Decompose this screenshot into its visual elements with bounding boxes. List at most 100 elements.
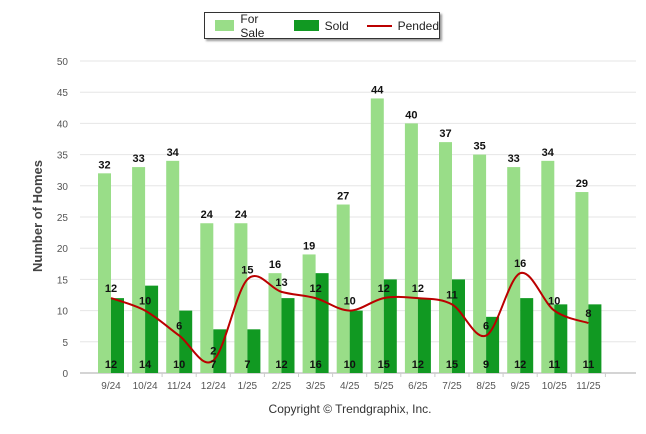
bar-sold	[247, 329, 261, 373]
legend-label-pended: Pended	[397, 18, 439, 33]
bar-sold	[111, 298, 124, 373]
bar-for-sale	[132, 167, 146, 373]
data-label-sold: 12	[514, 359, 526, 371]
y-tick-label: 30	[57, 182, 69, 193]
sold-swatch-icon	[293, 20, 319, 31]
bar-sold	[486, 316, 500, 373]
data-label-pended: 16	[514, 258, 526, 270]
bar-for-sale	[200, 223, 214, 373]
x-tick-label: 9/25	[510, 381, 530, 392]
data-label-sold: 16	[309, 359, 321, 371]
data-label-pended: 13	[275, 277, 287, 289]
legend-label-sold: Sold	[324, 18, 349, 33]
copyright-text: Copyright © Trendgraphix, Inc.	[268, 402, 432, 416]
data-label-pended: 12	[412, 283, 424, 295]
data-label-for-sale: 34	[542, 147, 555, 159]
y-tick-label: 20	[57, 244, 69, 255]
bar-for-sale	[404, 123, 418, 374]
data-label-for-sale: 35	[473, 141, 485, 153]
data-label-pended: 12	[309, 283, 321, 295]
y-tick-label: 10	[57, 307, 69, 318]
bar-sold	[281, 298, 295, 373]
data-label-for-sale: 44	[371, 84, 384, 96]
bar-sold	[145, 285, 159, 373]
y-tick-label: 15	[57, 275, 69, 286]
for-sale-swatch-icon	[215, 20, 235, 31]
x-tick-label: 5/25	[374, 381, 394, 392]
bar-for-sale	[370, 98, 384, 373]
data-label-sold: 15	[446, 359, 458, 371]
legend-item-for-sale[interactable]: For Sale	[215, 12, 276, 40]
y-axis-ticks: 0 5 10 15 20 25 30 35 40 45 50	[57, 57, 69, 380]
x-tick-label: 11/25	[576, 381, 601, 392]
bar-for-sale	[507, 167, 521, 373]
data-label-pended: 10	[548, 296, 560, 308]
legend-item-pended[interactable]: Pended	[366, 18, 439, 33]
y-tick-label: 40	[57, 119, 69, 130]
data-label-sold: 11	[583, 359, 595, 371]
data-label-sold: 12	[105, 359, 117, 371]
data-label-for-sale: 34	[167, 147, 180, 159]
bar-for-sale	[98, 173, 111, 373]
bar-for-sale	[302, 254, 316, 373]
x-tick-label: 1/25	[238, 381, 258, 392]
x-tick-label: 2/25	[272, 381, 292, 392]
y-tick-label: 50	[57, 57, 69, 68]
data-label-pended: 12	[105, 283, 117, 295]
data-label-for-sale: 24	[235, 209, 248, 221]
data-label-for-sale: 33	[132, 153, 144, 165]
data-label-sold: 12	[412, 359, 424, 371]
bar-sold	[554, 304, 568, 373]
x-tick-label: 11/24	[167, 381, 192, 392]
bar-for-sale	[268, 273, 282, 373]
bar-for-sale	[473, 154, 487, 373]
bar-sold	[520, 298, 534, 373]
data-label-pended: 11	[446, 289, 458, 301]
y-tick-label: 0	[62, 369, 68, 380]
bar-for-sale	[541, 160, 555, 373]
data-label-sold: 10	[344, 359, 356, 371]
pended-line-icon	[366, 24, 392, 27]
legend-item-sold[interactable]: Sold	[293, 18, 349, 33]
y-tick-label: 25	[57, 213, 69, 224]
y-tick-label: 35	[57, 151, 69, 162]
data-label-for-sale: 19	[303, 240, 315, 252]
x-tick-label: 8/25	[476, 381, 496, 392]
x-axis-ticks: 9/24 10/24 11/24 12/24 1/25 2/25 3/25 4/25 5/25 6…	[101, 373, 606, 392]
data-label-for-sale: 24	[201, 209, 214, 221]
data-label-for-sale: 32	[98, 159, 110, 171]
data-label-sold: 11	[548, 359, 560, 371]
y-tick-label: 45	[57, 88, 69, 99]
x-tick-label: 3/25	[306, 381, 326, 392]
y-tick-label: 5	[62, 338, 68, 349]
data-label-for-sale: 33	[508, 153, 520, 165]
data-label-sold: 9	[483, 359, 489, 371]
data-label-for-sale: 37	[439, 128, 451, 140]
bar-sold	[315, 273, 329, 373]
data-label-pended: 10	[344, 296, 356, 308]
legend-label-for-sale: For Sale	[240, 11, 265, 40]
bar-sold	[417, 298, 431, 373]
bar-for-sale	[575, 192, 589, 373]
data-label-sold: 7	[210, 359, 216, 371]
pended-series-line	[110, 272, 589, 364]
bar-sold	[452, 279, 465, 373]
x-tick-label: 4/25	[340, 381, 360, 392]
bar-sold	[349, 310, 363, 373]
legend: For Sale Sold Pended	[204, 12, 440, 40]
data-label-for-sale: 27	[337, 191, 349, 203]
x-tick-label: 7/25	[442, 381, 462, 392]
bar-for-sale	[166, 160, 180, 373]
data-labels: 32 12 33 14 34 10 24 7 24 7 16 12 19 16 27 10 44 15 40 12 37…	[98, 84, 594, 371]
data-label-sold: 15	[378, 359, 390, 371]
x-tick-label: 6/25	[408, 381, 428, 392]
y-axis-label: Number of Homes	[30, 160, 45, 272]
data-label-for-sale: 40	[405, 109, 417, 121]
data-label-sold: 7	[244, 359, 250, 371]
bar-for-sale	[336, 204, 350, 373]
x-tick-label: 10/25	[542, 381, 567, 392]
data-label-pended: 8	[585, 308, 591, 320]
data-label-pended: 6	[176, 321, 182, 333]
x-tick-label: 10/24	[133, 381, 158, 392]
